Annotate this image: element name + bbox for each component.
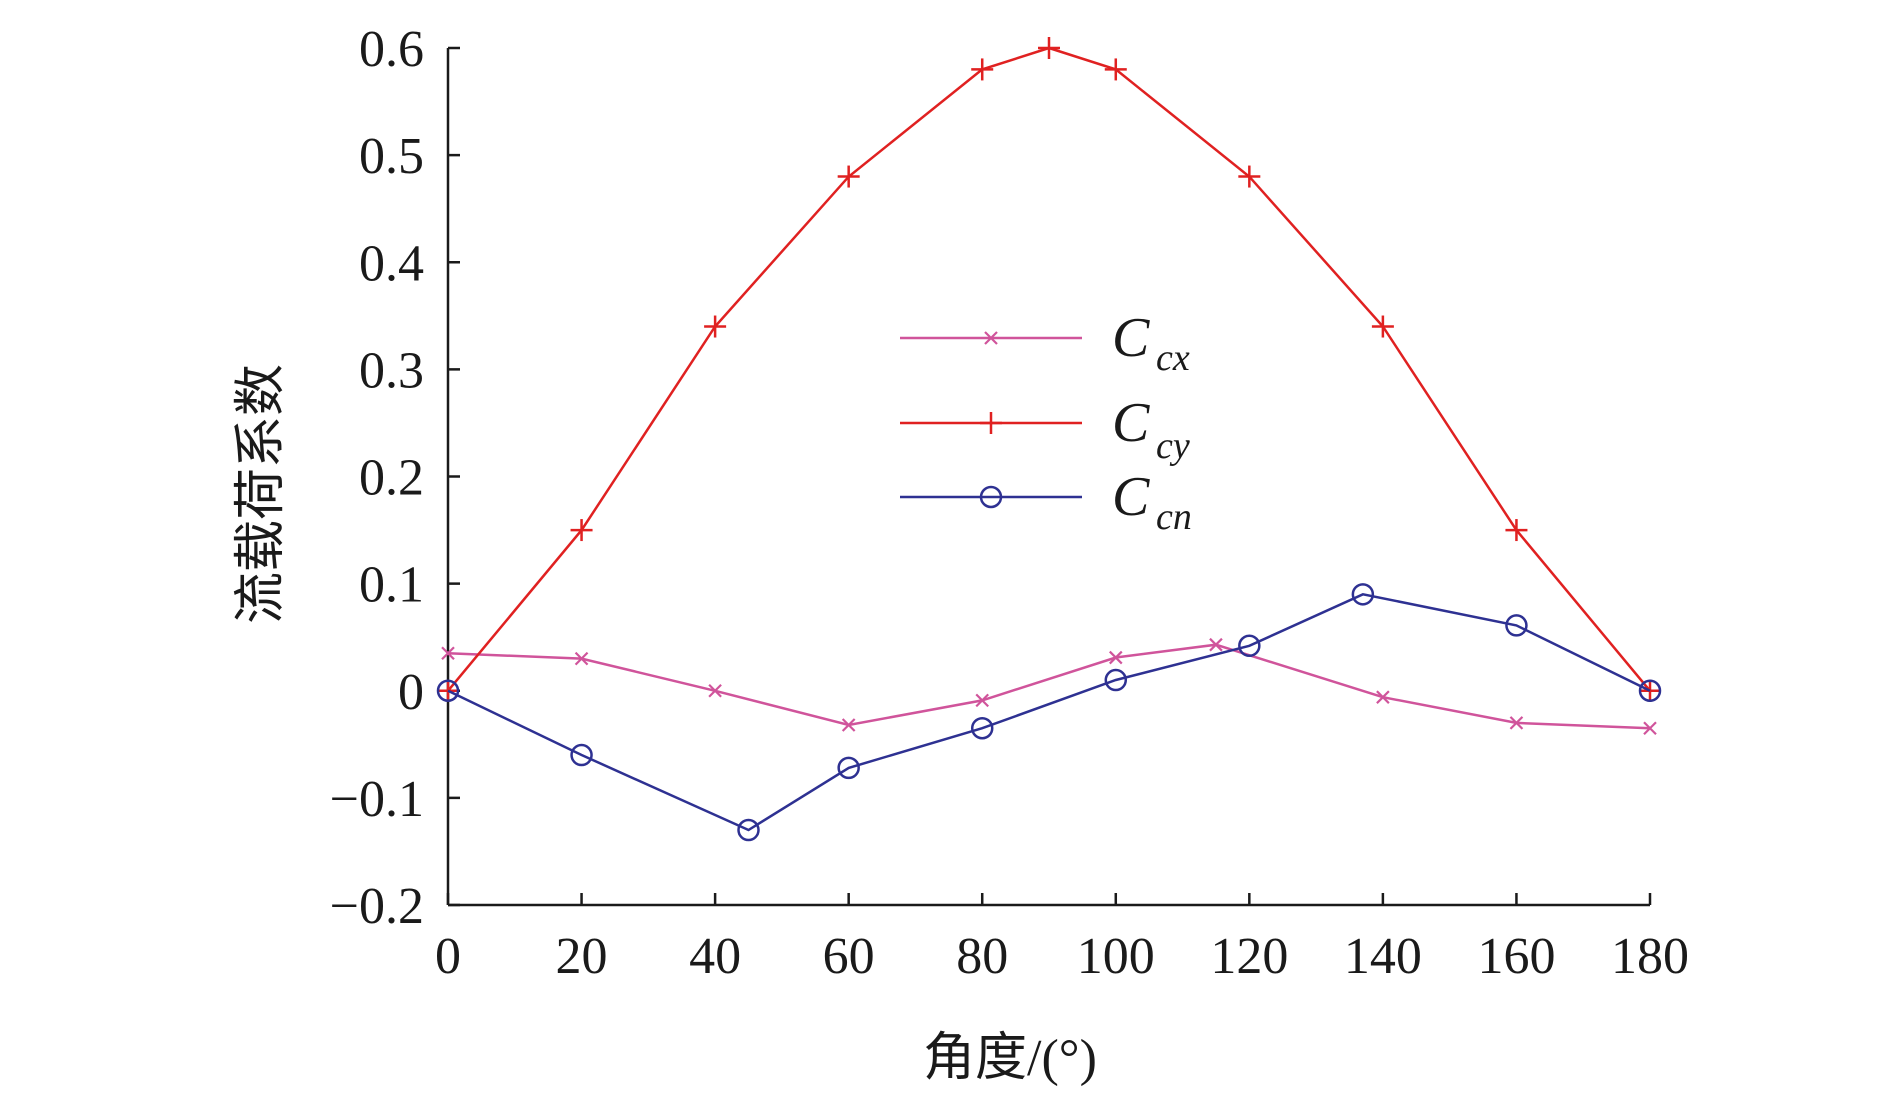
legend-label-sub: cy [1156,425,1190,467]
data-point-cy [1505,519,1528,542]
data-point-cn [570,743,593,767]
axes: 0 20 40 60 80 100 120 140 160 180 −0.2 −0.1 0 0.1 0.2 0… [330,21,1689,985]
x-tick-label: 40 [689,928,741,985]
data-point-cy [437,679,459,702]
series-layer [436,37,1662,842]
data-point-cn [436,679,460,702]
data-point-cx [708,683,722,698]
y-axis-title: 流载荷系数 [233,364,290,624]
legend-label: C [1112,392,1150,454]
data-point-cy [1104,58,1127,81]
data-point-cy [570,519,593,542]
data-point-cx [1509,716,1524,730]
x-tick-label: 20 [556,928,608,985]
data-point-cx [574,651,589,666]
y-tick-label: 0.3 [359,342,424,399]
legend-label-sub: cx [1156,337,1190,379]
legend-label-sub: cn [1156,496,1192,538]
series-line-cy [447,46,1651,692]
x-tick-label: 160 [1477,928,1555,985]
series-line-cx [447,643,1651,730]
data-point-cn [1238,634,1261,658]
x-tick-label: 140 [1344,928,1422,985]
series-cy [437,37,1661,702]
data-point-cx [1109,650,1123,665]
data-point-cn [737,818,760,842]
data-point-cx [1209,637,1223,652]
y-tick-label: 0.6 [359,21,424,78]
y-tick-label: 0.4 [359,235,424,292]
x-axis-title: 角度/(°) [923,1030,1097,1087]
y-tick-label: 0.1 [359,557,424,614]
data-point-cx [441,646,455,661]
y-tick-label: 0.2 [359,450,424,507]
series-line-cn [447,592,1651,832]
x-tick-label: 100 [1077,928,1155,985]
x-tick-label: 0 [435,928,461,985]
data-point-cx [841,718,856,732]
y-tick-label: −0.2 [330,878,424,935]
data-point-cx [975,693,990,708]
data-point-cy [971,58,994,81]
data-point-cx [1643,721,1657,736]
data-point-cn [837,756,860,780]
x-tick-label: 120 [1210,928,1288,985]
data-point-cn [1104,668,1128,692]
data-point-cn [1351,583,1375,606]
data-point-cy [1038,37,1060,59]
legend-marker [984,331,998,345]
x-tick-label: 60 [823,928,875,985]
data-point-cy [1238,165,1261,188]
data-point-cy [837,165,860,188]
data-point-cy [704,315,727,338]
series-cn [436,583,1662,842]
y-tick-label: 0 [398,664,424,721]
data-point-cx [1376,690,1390,704]
data-point-cn [970,716,994,740]
data-point-cn [1638,679,1662,702]
y-tick-label: −0.1 [330,771,424,828]
series-cx [441,637,1657,736]
x-tick-label: 180 [1611,928,1689,985]
legend-label: C [1112,466,1150,528]
data-point-cn [1505,614,1528,637]
data-point-cy [1371,315,1394,338]
legend-marker [980,412,1002,434]
legend-marker [979,485,1003,509]
y-tick-label: 0.5 [359,128,424,185]
legend-label: C [1112,307,1150,369]
x-tick-label: 80 [956,928,1008,985]
